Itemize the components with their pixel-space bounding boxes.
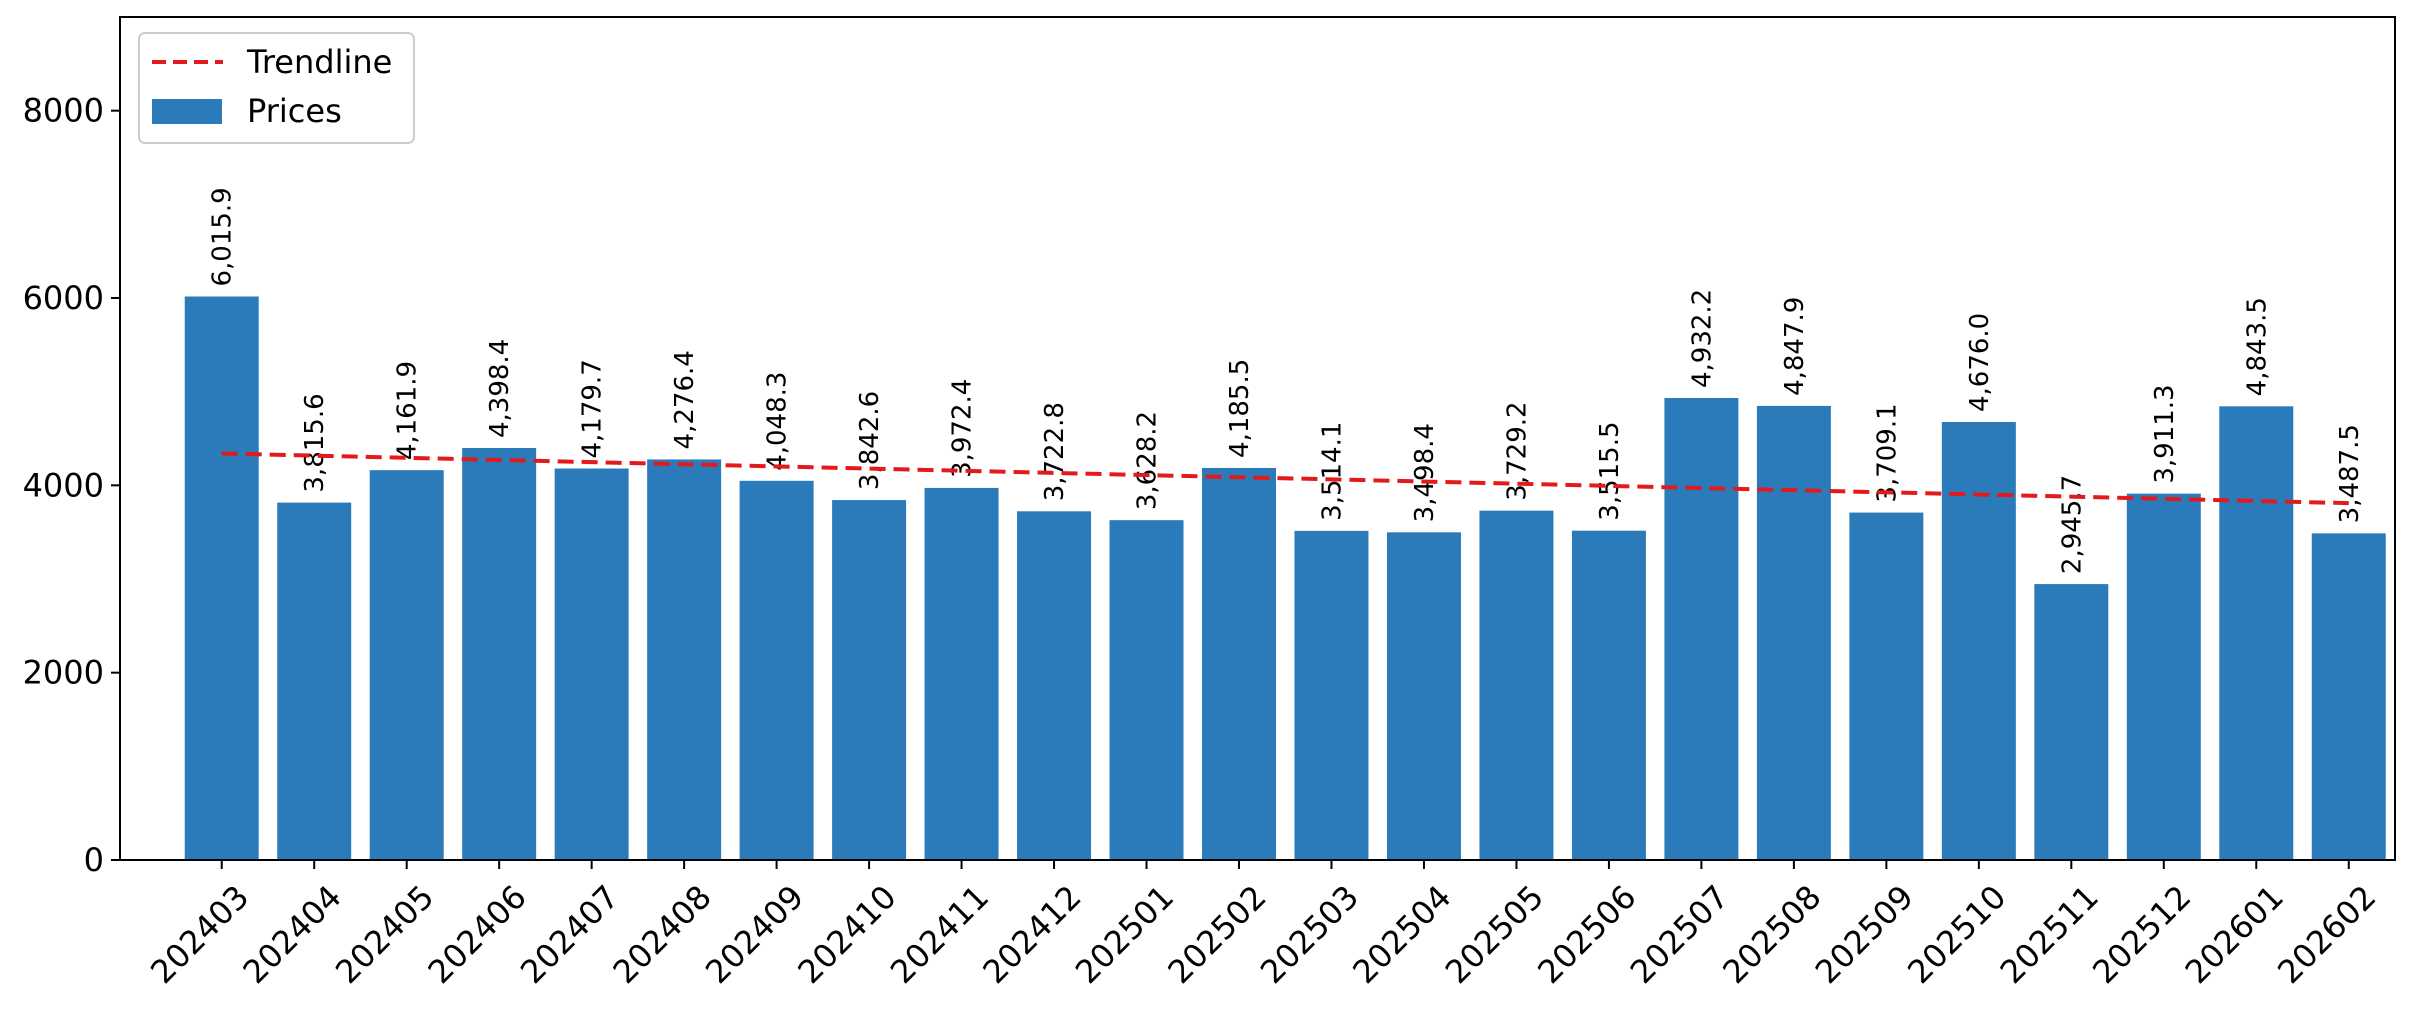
bar-202404 — [277, 502, 352, 860]
y-tick-label-0: 0 — [84, 841, 104, 879]
x-tick-label-202403: 202403 — [143, 878, 256, 991]
x-tick-label-202509: 202509 — [1808, 878, 1921, 991]
bar-202511 — [2034, 584, 2109, 860]
x-tick-label-202505: 202505 — [1438, 878, 1551, 991]
bar-value-label-202408: 4,276.4 — [670, 350, 700, 449]
bar-value-label-202510: 4,676.0 — [1965, 313, 1995, 412]
x-tick-label-202508: 202508 — [1715, 878, 1828, 991]
bar-202411 — [924, 487, 999, 860]
x-tick-label-202503: 202503 — [1253, 878, 1366, 991]
x-tick-label-202411: 202411 — [883, 878, 996, 991]
bar-value-label-202511: 2,945.7 — [2057, 475, 2087, 574]
bar-202602 — [2311, 533, 2386, 860]
bar-202407 — [554, 468, 629, 860]
bar-value-label-202404: 3,815.6 — [300, 393, 330, 492]
bar-value-labels: 6,015.9 3,815.6 4,161.9 4,398.4 4,179.7 4,276… — [208, 187, 2365, 574]
bars-layer — [184, 296, 2386, 860]
trendline — [221, 451, 2349, 506]
plot-frame — [119, 16, 2396, 861]
legend-prices-swatch — [152, 99, 222, 124]
bar-202507 — [1664, 398, 1739, 860]
bar-value-label-202501: 3,628.2 — [1133, 411, 1163, 510]
x-tick-label-202504: 202504 — [1345, 878, 1458, 991]
bar-202512 — [2126, 493, 2201, 860]
bar-value-label-202506: 3,515.5 — [1595, 421, 1625, 520]
bar-value-label-202504: 3,498.4 — [1410, 423, 1440, 522]
bar-202406 — [462, 448, 537, 860]
bar-202504 — [1386, 532, 1461, 860]
x-tick-label-202602: 202602 — [2270, 878, 2383, 991]
bar-value-label-202602: 3,487.5 — [2335, 424, 2365, 523]
x-tick-label-202405: 202405 — [328, 878, 441, 991]
bar-202601 — [2219, 406, 2294, 860]
bar-202409 — [739, 480, 814, 860]
x-tick-label-202512: 202512 — [2085, 878, 2198, 991]
y-tick-label-8000: 8000 — [23, 92, 104, 130]
x-tick-label-202406: 202406 — [421, 878, 534, 991]
bar-202505 — [1479, 510, 1554, 860]
bar-value-label-202512: 3,911.3 — [2150, 384, 2180, 483]
bar-202508 — [1756, 405, 1831, 860]
x-tick-label-202501: 202501 — [1068, 878, 1181, 991]
bar-value-label-202411: 3,972.4 — [948, 379, 978, 478]
bar-202405 — [369, 470, 444, 860]
x-tick-label-202409: 202409 — [698, 878, 811, 991]
bar-202408 — [647, 459, 722, 860]
legend: Trendline Prices — [138, 32, 415, 144]
x-tick-label-202410: 202410 — [790, 878, 903, 991]
x-tick-label-202507: 202507 — [1623, 878, 1736, 991]
bar-value-label-202410: 3,842.6 — [855, 391, 885, 490]
bar-202502 — [1202, 467, 1276, 860]
bar-202506 — [1571, 530, 1646, 860]
bar-value-label-202403: 6,015.9 — [208, 187, 238, 286]
x-tick-label-202404: 202404 — [236, 878, 349, 991]
bar-value-label-202508: 4,847.9 — [1780, 297, 1810, 396]
bar-value-label-202405: 4,161.9 — [393, 361, 423, 460]
legend-trendline-label: Trendline — [246, 43, 392, 81]
x-tick-label-202412: 202412 — [975, 878, 1088, 991]
x-tick-label-202407: 202407 — [513, 878, 626, 991]
bar-202503 — [1294, 530, 1369, 860]
x-tick-label-202408: 202408 — [606, 878, 719, 991]
x-tick-label-202506: 202506 — [1530, 878, 1643, 991]
bar-202501 — [1109, 520, 1184, 860]
trendline-layer — [221, 451, 2349, 506]
bar-value-label-202509: 3,709.1 — [1872, 403, 1902, 502]
bar-202403 — [184, 296, 259, 860]
y-tick-label-6000: 6000 — [23, 279, 104, 317]
x-tick-label-202510: 202510 — [1900, 878, 2013, 991]
bar-value-label-202407: 4,179.7 — [578, 359, 608, 458]
bar-202410 — [832, 500, 907, 860]
bar-value-label-202406: 4,398.4 — [485, 339, 515, 438]
bar-value-label-202502: 4,185.5 — [1225, 359, 1255, 458]
x-tick-label-202502: 202502 — [1160, 878, 1273, 991]
x-tick-label-202511: 202511 — [1993, 878, 2106, 991]
bar-value-label-202507: 4,932.2 — [1687, 289, 1717, 388]
bar-value-label-202601: 4,843.5 — [2242, 297, 2272, 396]
y-tick-label-2000: 2000 — [23, 654, 104, 692]
bar-value-label-202409: 4,048.3 — [763, 372, 793, 471]
bar-value-label-202503: 3,514.1 — [1317, 422, 1347, 521]
bar-202510 — [1941, 422, 2016, 860]
bar-202412 — [1017, 511, 1092, 860]
legend-prices-label: Prices — [247, 92, 342, 130]
y-tick-label-4000: 4000 — [23, 466, 104, 504]
bar-value-label-202412: 3,722.8 — [1040, 402, 1070, 501]
x-tick-label-202601: 202601 — [2178, 878, 2291, 991]
bar-202509 — [1849, 512, 1924, 860]
